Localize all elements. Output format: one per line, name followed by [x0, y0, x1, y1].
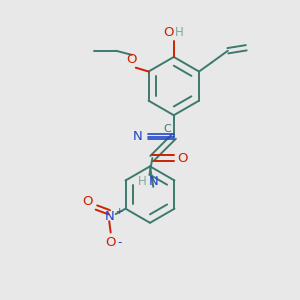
Text: O: O	[163, 26, 174, 39]
Text: C: C	[164, 124, 171, 134]
Text: H: H	[175, 26, 184, 39]
Text: N: N	[148, 175, 158, 188]
Text: +: +	[115, 207, 122, 216]
Text: O: O	[127, 53, 137, 66]
Text: N: N	[132, 130, 142, 143]
Text: O: O	[105, 236, 116, 249]
Text: N: N	[104, 210, 114, 223]
Text: -: -	[117, 236, 122, 249]
Text: H: H	[138, 175, 147, 188]
Text: O: O	[82, 195, 93, 208]
Text: O: O	[177, 152, 187, 164]
